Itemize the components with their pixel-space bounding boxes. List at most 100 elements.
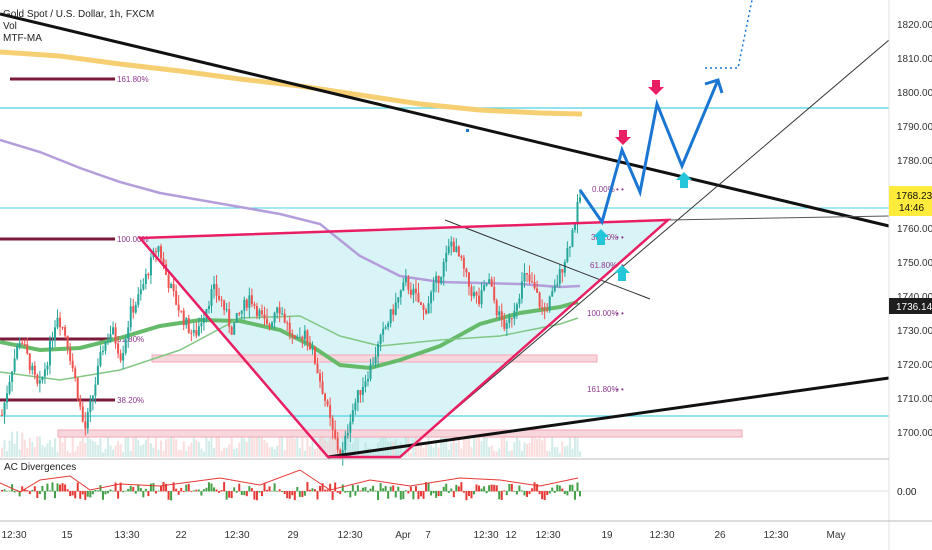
ac-bar <box>107 491 110 494</box>
candle-body <box>200 322 203 327</box>
volume-bar <box>533 437 536 457</box>
symbol-title[interactable]: Gold Spot / U.S. Dollar, 1h, FXCM <box>3 9 155 20</box>
volume-bar <box>54 438 57 457</box>
volume-bar <box>523 442 526 457</box>
candle-body <box>505 323 508 329</box>
ac-bar <box>485 491 488 494</box>
volume-bar <box>313 449 316 457</box>
candle-body <box>41 376 44 381</box>
ac-bar <box>124 490 127 492</box>
candle-body <box>245 299 248 308</box>
x-tick-label: 13:30 <box>114 530 139 541</box>
ac-bar <box>64 484 67 492</box>
candle-body <box>149 257 152 276</box>
ac-bar <box>311 488 314 492</box>
candle-body <box>268 323 271 328</box>
volume-bar <box>346 437 349 457</box>
ac-bar <box>402 491 405 500</box>
candle-body <box>202 317 205 323</box>
price-axis[interactable]: 1700.00 1710.00 1720.00 1730.00 1740.00 1750.… <box>888 0 932 550</box>
ac-bar <box>238 483 241 492</box>
ac-bar <box>59 484 62 492</box>
volume-bar <box>372 452 375 457</box>
ac-bar <box>283 491 286 494</box>
volume-bar <box>81 433 84 457</box>
candle-body <box>435 275 438 283</box>
volume-bar <box>74 451 77 457</box>
ac-bar <box>480 488 483 492</box>
volume-bar <box>28 438 31 457</box>
volume-bar <box>303 450 306 457</box>
volume-bar <box>263 439 266 457</box>
x-tick-label: 15 <box>61 530 73 541</box>
indicator-mtf-ma[interactable]: MTF-MA <box>3 33 42 44</box>
volume-bar <box>465 433 468 457</box>
ac-bar <box>31 489 34 492</box>
ac-bar <box>366 491 369 493</box>
ac-bar <box>144 488 147 492</box>
candle-body <box>334 429 337 438</box>
candle-body <box>467 272 470 287</box>
volume-bar <box>495 451 498 457</box>
x-tick-label: 12:30 <box>649 530 674 541</box>
volume-bar <box>147 432 150 457</box>
candle-body <box>430 292 433 304</box>
volume-bar <box>268 447 271 457</box>
candle-body <box>409 289 412 295</box>
candle-body <box>450 241 453 247</box>
candle-body <box>364 381 367 387</box>
candle-body <box>210 289 213 306</box>
candle-body <box>51 339 54 341</box>
ac-bar <box>210 483 213 492</box>
candle-body <box>124 338 127 353</box>
candle-body <box>548 296 551 310</box>
ac-bar <box>467 491 470 497</box>
ac-bar <box>220 490 223 492</box>
candle-body <box>276 307 279 313</box>
ac-bar <box>177 491 180 495</box>
volume-bar <box>541 440 544 457</box>
candle-body <box>490 279 493 287</box>
ac-bar <box>13 491 16 493</box>
volume-bar <box>122 452 125 457</box>
candle-body <box>263 314 266 319</box>
volume-bar <box>220 450 223 457</box>
ac-bar <box>69 491 72 497</box>
ac-bar <box>268 486 271 492</box>
ac-bar <box>430 491 433 496</box>
volume-bar <box>21 432 24 457</box>
indicator-vol[interactable]: Vol <box>3 21 17 32</box>
ac-bar <box>412 491 415 500</box>
volume-bar <box>132 431 135 457</box>
time-axis[interactable]: 12:30 15 13:30 22 12:30 29 12:30 Apr 7 12:30 12 12:… <box>1 530 845 541</box>
trendline-thin-ascending <box>404 39 890 453</box>
ac-bar <box>132 486 135 492</box>
candle-body <box>127 327 130 339</box>
candle-body <box>180 310 183 312</box>
ac-bar <box>258 491 261 493</box>
candle-body <box>541 307 544 309</box>
ac-bar <box>349 491 352 498</box>
candle-body <box>313 347 316 364</box>
ac-bar <box>548 491 551 494</box>
candle-body <box>266 318 269 324</box>
ac-bar <box>316 491 319 500</box>
ac-bar <box>187 483 190 492</box>
candle-body <box>412 288 415 295</box>
volume-bar <box>215 433 218 457</box>
ac-bar <box>321 483 324 492</box>
volume-bar <box>187 445 190 457</box>
volume-bar <box>26 448 29 457</box>
volume-bar <box>276 445 279 457</box>
volume-bar <box>422 447 425 457</box>
ac-bar <box>566 491 569 496</box>
ac-zero-label: 0.00 <box>897 487 917 498</box>
volume-bar <box>551 434 554 457</box>
ac-bar <box>324 489 327 492</box>
ac-bar <box>359 490 362 492</box>
ac-bar <box>389 486 392 492</box>
candle-body <box>556 283 559 286</box>
candle-body <box>440 276 443 284</box>
arrow-down-icon <box>648 80 664 95</box>
